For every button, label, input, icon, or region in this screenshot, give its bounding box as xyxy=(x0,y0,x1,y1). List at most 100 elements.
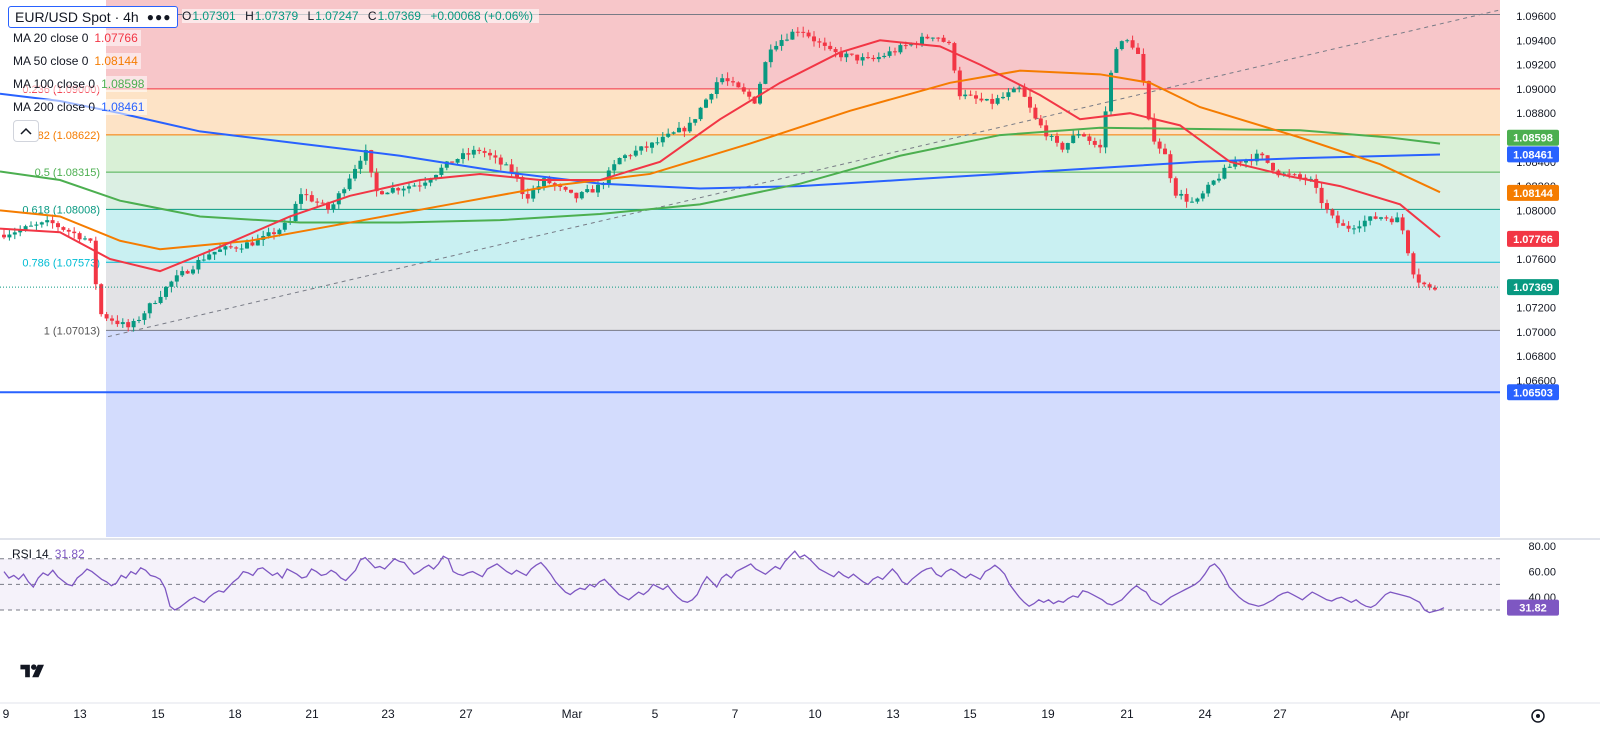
candle-body xyxy=(720,78,725,83)
rsi-label: RSI 14 xyxy=(12,547,49,561)
collapse-legend-button[interactable] xyxy=(13,120,39,142)
price-tick-label: 1.06800 xyxy=(1516,351,1556,363)
candle-body xyxy=(812,36,816,42)
candle-body xyxy=(315,201,320,203)
fib-zone xyxy=(106,209,1500,263)
close-value: 1.07369 xyxy=(377,9,421,23)
price-tick-label: 1.09200 xyxy=(1516,60,1556,72)
candle-body xyxy=(677,127,681,133)
candle-body xyxy=(1411,253,1416,275)
candle-body xyxy=(1011,88,1016,93)
candle-body xyxy=(963,94,968,97)
candle-body xyxy=(1325,203,1329,210)
candle-body xyxy=(698,107,703,120)
candle-body xyxy=(212,251,217,255)
rsi-badge xyxy=(1507,599,1559,616)
candle-body xyxy=(239,248,244,250)
candle-body xyxy=(552,183,557,186)
settings-gear-icon[interactable] xyxy=(1531,709,1545,723)
candle-body xyxy=(612,164,617,171)
candle-body xyxy=(1038,118,1043,126)
tradingview-logo-icon[interactable] xyxy=(18,660,48,682)
candle-body xyxy=(525,194,530,199)
candle-body xyxy=(1179,193,1184,196)
candle-body xyxy=(1173,178,1178,196)
candle-body xyxy=(682,127,687,132)
candle-body xyxy=(952,43,957,71)
candle-body xyxy=(137,319,141,322)
candle-body xyxy=(77,233,82,240)
candle-body xyxy=(763,62,768,84)
candle-body xyxy=(920,36,924,45)
candle-body xyxy=(1341,223,1346,226)
close-label: C xyxy=(367,9,377,23)
candle-body xyxy=(1400,217,1405,231)
candle-body xyxy=(644,146,649,148)
candle-body xyxy=(504,164,509,166)
candle-body xyxy=(1114,49,1119,73)
candle-body xyxy=(1049,135,1054,137)
candle-body xyxy=(131,321,136,328)
candle-body xyxy=(1292,174,1297,176)
fib-zone xyxy=(106,134,1500,173)
candle-body xyxy=(509,164,514,173)
candle-body xyxy=(93,240,98,285)
candle-body xyxy=(774,45,779,50)
candle-body xyxy=(844,53,849,58)
ma100-legend[interactable]: MA 100 close 0 1.08598 xyxy=(10,76,148,92)
candle-body xyxy=(369,150,374,173)
candle-body xyxy=(1071,135,1076,144)
candle-body xyxy=(12,232,17,235)
candle-body xyxy=(779,40,784,46)
candle-body xyxy=(968,94,973,96)
candle-body xyxy=(477,149,482,152)
candle-body xyxy=(390,188,395,193)
candle-body xyxy=(833,49,838,53)
fib-zone xyxy=(106,14,1500,89)
rsi-tick-label: 80.00 xyxy=(1528,541,1556,553)
candle-body xyxy=(731,81,735,83)
high-label: H xyxy=(245,9,254,23)
ma100-label: MA 100 close 0 xyxy=(13,77,96,91)
price-tick-label: 1.09600 xyxy=(1516,11,1556,23)
candle-body xyxy=(493,155,498,158)
symbol-title[interactable]: EUR/USD Spot · 4h xyxy=(15,9,139,25)
candle-body xyxy=(898,45,903,53)
candle-body xyxy=(498,157,503,165)
candle-body xyxy=(860,57,865,61)
candle-body xyxy=(185,271,190,274)
candle-body xyxy=(428,179,433,183)
candle-body xyxy=(590,189,595,193)
candle-body xyxy=(984,98,989,101)
candle-body xyxy=(596,184,600,193)
candle-body xyxy=(639,146,644,151)
candle-body xyxy=(191,269,195,274)
candle-body xyxy=(930,37,935,39)
more-horizontal-icon[interactable]: ●●● xyxy=(146,10,172,24)
time-tick-label: 10 xyxy=(808,707,822,721)
candle-body xyxy=(1195,198,1200,202)
candle-body xyxy=(1033,107,1038,119)
candle-body xyxy=(617,158,622,165)
candle-body xyxy=(768,49,773,63)
candle-body xyxy=(785,39,789,41)
time-tick-label: 19 xyxy=(1041,707,1055,721)
candle-body xyxy=(650,142,654,148)
candle-body xyxy=(374,172,379,192)
candle-body xyxy=(466,153,471,155)
rsi-legend[interactable]: RSI 14 31.82 xyxy=(12,547,85,561)
candle-body xyxy=(1416,274,1421,283)
time-tick-label: 5 xyxy=(652,707,659,721)
ma20-legend[interactable]: MA 20 close 0 1.07766 xyxy=(10,30,141,46)
candle-body xyxy=(828,45,833,50)
candle-body xyxy=(326,202,330,210)
ma50-legend[interactable]: MA 50 close 0 1.08144 xyxy=(10,53,141,69)
symbol-title-box[interactable]: EUR/USD Spot · 4h ●●● xyxy=(8,6,179,28)
candle-body xyxy=(304,194,309,196)
candle-body xyxy=(120,322,125,325)
ma200-legend[interactable]: MA 200 close 0 1.08461 xyxy=(10,99,148,115)
fib-zone-bottom xyxy=(106,330,1500,537)
candle-body xyxy=(1028,96,1032,108)
time-tick-label: 13 xyxy=(73,707,87,721)
